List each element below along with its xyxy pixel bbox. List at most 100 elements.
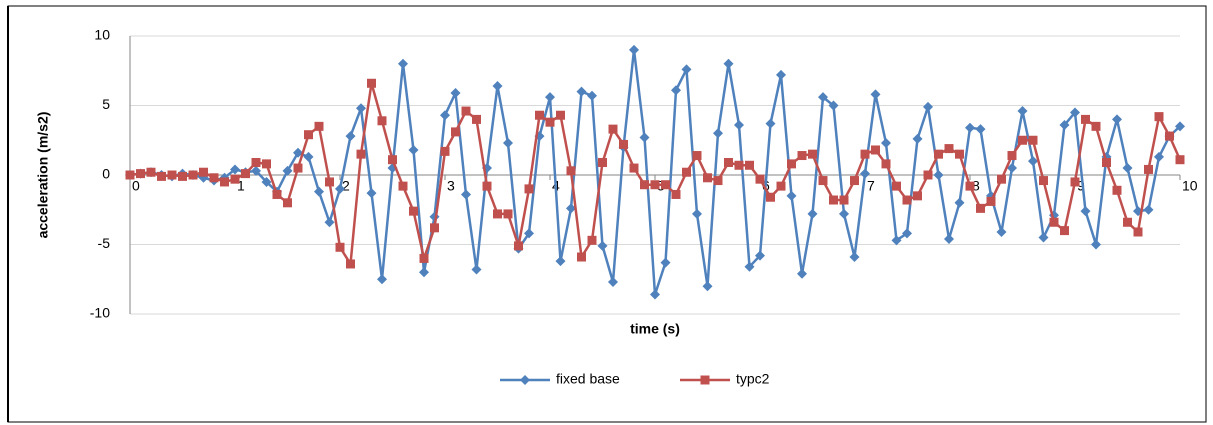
marker bbox=[514, 241, 523, 251]
x-tick-label: 7 bbox=[867, 178, 875, 194]
marker bbox=[681, 64, 692, 75]
marker bbox=[450, 87, 461, 98]
marker bbox=[660, 257, 671, 268]
marker bbox=[1007, 163, 1017, 174]
marker bbox=[451, 127, 460, 137]
marker bbox=[1112, 114, 1122, 125]
marker bbox=[1049, 217, 1059, 227]
marker bbox=[209, 173, 219, 183]
marker bbox=[419, 267, 429, 278]
marker bbox=[230, 164, 240, 175]
marker bbox=[1154, 151, 1164, 162]
marker bbox=[997, 174, 1006, 184]
marker bbox=[251, 157, 261, 167]
marker bbox=[849, 252, 860, 263]
marker bbox=[303, 151, 314, 162]
marker bbox=[934, 149, 943, 159]
marker bbox=[1039, 176, 1048, 186]
marker bbox=[797, 268, 807, 279]
marker bbox=[797, 151, 807, 161]
marker bbox=[755, 174, 765, 184]
marker bbox=[314, 186, 324, 197]
y-tick-label: -10 bbox=[90, 305, 110, 321]
marker bbox=[524, 228, 534, 239]
marker bbox=[818, 92, 828, 103]
marker bbox=[440, 110, 450, 121]
marker bbox=[650, 180, 660, 190]
marker bbox=[640, 180, 649, 190]
marker bbox=[398, 181, 408, 191]
marker bbox=[576, 86, 587, 97]
marker bbox=[671, 85, 681, 96]
x-tick-label: 9 bbox=[1077, 178, 1085, 194]
y-axis-title: acceleration (m/s2) bbox=[35, 112, 51, 239]
marker bbox=[828, 100, 839, 111]
marker bbox=[1143, 204, 1154, 215]
marker bbox=[913, 191, 922, 201]
marker bbox=[262, 159, 271, 169]
marker bbox=[976, 203, 985, 213]
marker bbox=[1018, 135, 1027, 145]
marker bbox=[639, 132, 650, 143]
marker bbox=[220, 177, 229, 187]
marker bbox=[713, 128, 723, 139]
marker bbox=[881, 138, 891, 149]
marker bbox=[1059, 119, 1070, 130]
x-tick-label: 1 bbox=[237, 178, 245, 194]
marker bbox=[587, 90, 597, 101]
marker bbox=[293, 147, 303, 158]
marker bbox=[136, 169, 145, 179]
marker bbox=[734, 160, 744, 170]
x-tick-label: 2 bbox=[342, 178, 350, 194]
marker bbox=[891, 235, 902, 246]
marker bbox=[482, 181, 492, 191]
marker bbox=[608, 124, 618, 134]
marker bbox=[125, 170, 135, 180]
marker bbox=[818, 176, 828, 186]
marker bbox=[1028, 156, 1038, 167]
marker bbox=[430, 223, 439, 233]
marker bbox=[745, 160, 754, 170]
marker bbox=[723, 58, 734, 69]
marker bbox=[871, 145, 880, 155]
marker bbox=[902, 195, 912, 205]
marker bbox=[1165, 131, 1174, 141]
marker bbox=[555, 256, 566, 267]
marker bbox=[671, 189, 681, 199]
marker bbox=[230, 174, 240, 184]
marker bbox=[346, 259, 355, 269]
legend-marker bbox=[520, 375, 530, 385]
marker bbox=[892, 181, 901, 191]
marker bbox=[461, 106, 471, 116]
marker bbox=[1112, 185, 1122, 195]
marker bbox=[1091, 239, 1101, 250]
marker bbox=[744, 261, 755, 272]
marker bbox=[975, 124, 986, 135]
marker bbox=[503, 138, 513, 149]
marker bbox=[786, 190, 797, 201]
x-axis-title: time (s) bbox=[630, 321, 680, 337]
marker bbox=[1123, 217, 1132, 227]
marker bbox=[335, 183, 345, 194]
marker bbox=[650, 289, 660, 300]
marker bbox=[870, 89, 881, 100]
marker bbox=[765, 118, 776, 129]
marker bbox=[923, 101, 933, 112]
marker bbox=[1070, 107, 1080, 118]
marker bbox=[597, 240, 608, 251]
marker bbox=[556, 110, 565, 120]
marker bbox=[807, 208, 818, 219]
x-tick-label: 8 bbox=[972, 178, 980, 194]
marker bbox=[335, 242, 345, 252]
marker bbox=[912, 133, 923, 144]
marker bbox=[839, 208, 849, 219]
marker bbox=[566, 203, 576, 214]
marker bbox=[598, 157, 607, 167]
marker bbox=[692, 208, 702, 219]
marker bbox=[839, 195, 849, 205]
marker bbox=[682, 167, 691, 177]
marker bbox=[933, 170, 944, 180]
marker bbox=[829, 195, 838, 205]
marker bbox=[1007, 151, 1017, 161]
